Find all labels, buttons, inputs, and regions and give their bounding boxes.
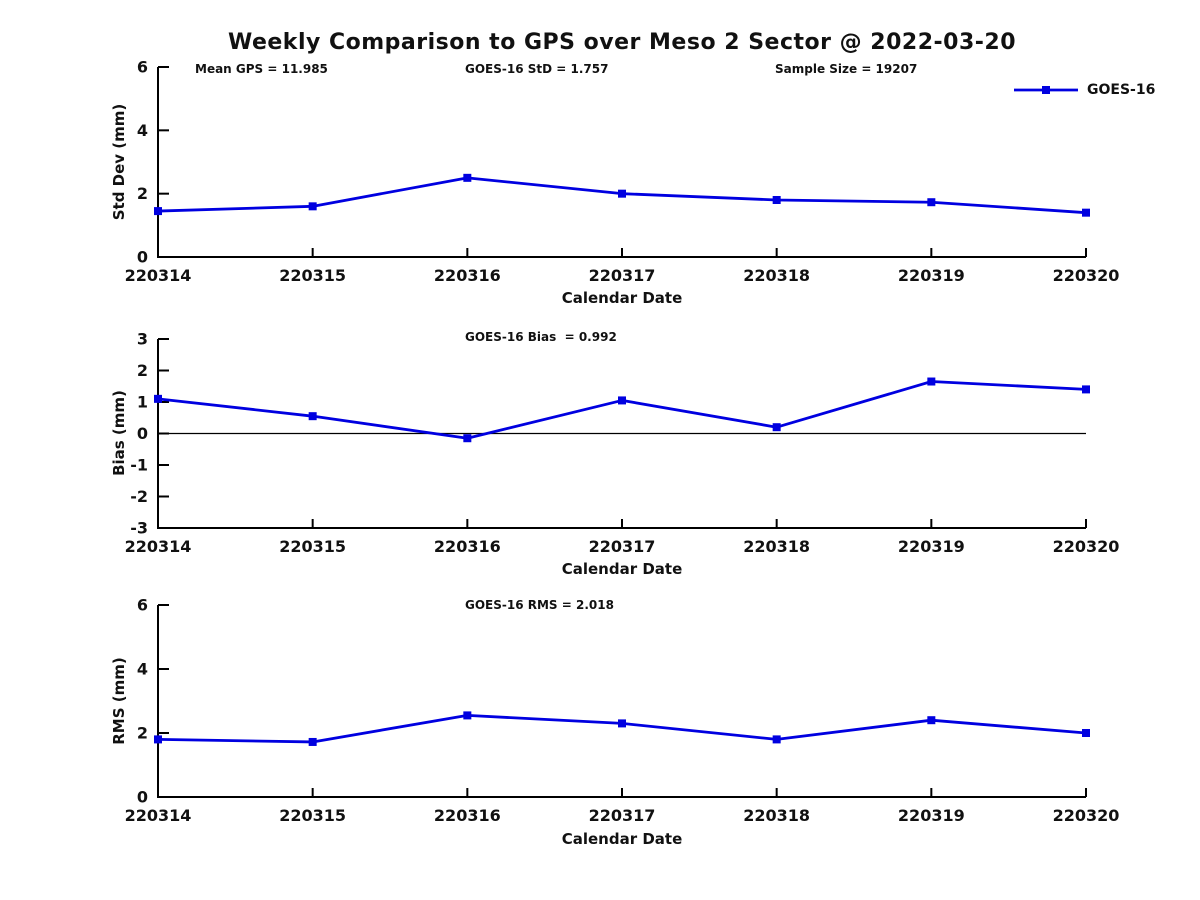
- rms-data-point: [154, 735, 162, 744]
- x-tick-label: 220315: [279, 266, 346, 285]
- x-tick-label: 220314: [125, 266, 192, 285]
- rms-series-line: [157, 714, 1087, 744]
- rms-data-point: [772, 735, 781, 744]
- rms-data-point: [927, 716, 936, 725]
- rms-x-axis-label: Calendar Date: [561, 830, 683, 848]
- legend-label: GOES-16: [1087, 82, 1156, 98]
- figure-title: Weekly Comparison to GPS over Meso 2 Sec…: [227, 30, 1017, 55]
- std-dev-data-point: [308, 202, 317, 211]
- y-tick-label: 6: [137, 58, 148, 77]
- x-tick-label: 220320: [1053, 266, 1120, 285]
- x-tick-label: 220316: [434, 806, 501, 825]
- x-tick-label: 220318: [743, 537, 810, 556]
- y-tick-label: -3: [130, 519, 148, 538]
- bias-data-point: [154, 394, 162, 403]
- y-tick-label: -2: [130, 487, 148, 506]
- legend-line-icon: [1014, 86, 1078, 94]
- bias-data-point: [927, 377, 936, 386]
- bias-data-point: [308, 412, 317, 421]
- annotation-goes16-std: GOES-16 StD = 1.757: [465, 62, 609, 76]
- annotation-goes16-bias: GOES-16 Bias = 0.992: [465, 330, 617, 344]
- y-tick-label: 0: [137, 248, 148, 267]
- x-tick-label: 220316: [434, 266, 501, 285]
- std-dev-data-point: [463, 173, 472, 182]
- y-tick-label: 4: [137, 121, 148, 140]
- y-tick-label: 6: [137, 596, 148, 615]
- x-tick-label: 220316: [434, 537, 501, 556]
- stddev-x-axis-label: Calendar Date: [561, 289, 683, 307]
- bias-data-point: [1082, 385, 1090, 394]
- x-tick-label: 220320: [1053, 537, 1120, 556]
- bias-data-point: [463, 434, 472, 443]
- y-tick-label: 1: [137, 393, 148, 412]
- x-tick-label: 220319: [898, 266, 965, 285]
- y-tick-label: 0: [137, 424, 148, 443]
- std-dev-data-point: [927, 198, 936, 207]
- y-tick-label: 2: [137, 184, 148, 203]
- x-tick-label: 220320: [1053, 806, 1120, 825]
- std-dev-data-point: [154, 207, 162, 216]
- x-tick-label: 220314: [125, 537, 192, 556]
- y-tick-label: -1: [130, 456, 148, 475]
- x-tick-label: 220314: [125, 806, 192, 825]
- rms-data-point: [1082, 729, 1090, 737]
- annotation-mean-gps: Mean GPS = 11.985: [195, 62, 328, 76]
- x-tick-label: 220315: [279, 806, 346, 825]
- rms-data-point: [618, 719, 626, 728]
- rms-data-point: [463, 711, 472, 720]
- y-tick-label: 4: [137, 660, 148, 679]
- legend: GOES-16: [1013, 82, 1155, 98]
- x-tick-label: 220317: [589, 806, 656, 825]
- y-tick-label: 2: [137, 724, 148, 743]
- x-tick-label: 220319: [898, 537, 965, 556]
- bias-data-point: [618, 396, 626, 405]
- x-tick-label: 220317: [589, 537, 656, 556]
- std-dev-data-point: [618, 189, 626, 198]
- x-tick-label: 220319: [898, 806, 965, 825]
- x-tick-label: 220317: [589, 266, 656, 285]
- x-tick-label: 220318: [743, 266, 810, 285]
- bias-series-line: [157, 380, 1087, 440]
- std-dev-data-point: [772, 196, 781, 204]
- x-tick-label: 220318: [743, 806, 810, 825]
- std-dev-data-point: [1082, 208, 1090, 217]
- annotation-goes16-rms: GOES-16 RMS = 2.018: [465, 598, 614, 612]
- rms-data-point: [308, 737, 317, 746]
- bias-data-point: [772, 423, 781, 432]
- y-tick-label: 0: [137, 788, 148, 807]
- y-tick-label: 2: [137, 361, 148, 380]
- annotation-sample-size: Sample Size = 19207: [775, 62, 918, 76]
- bias-x-axis-label: Calendar Date: [561, 560, 683, 578]
- x-tick-label: 220315: [279, 537, 346, 556]
- y-tick-label: 3: [137, 330, 148, 349]
